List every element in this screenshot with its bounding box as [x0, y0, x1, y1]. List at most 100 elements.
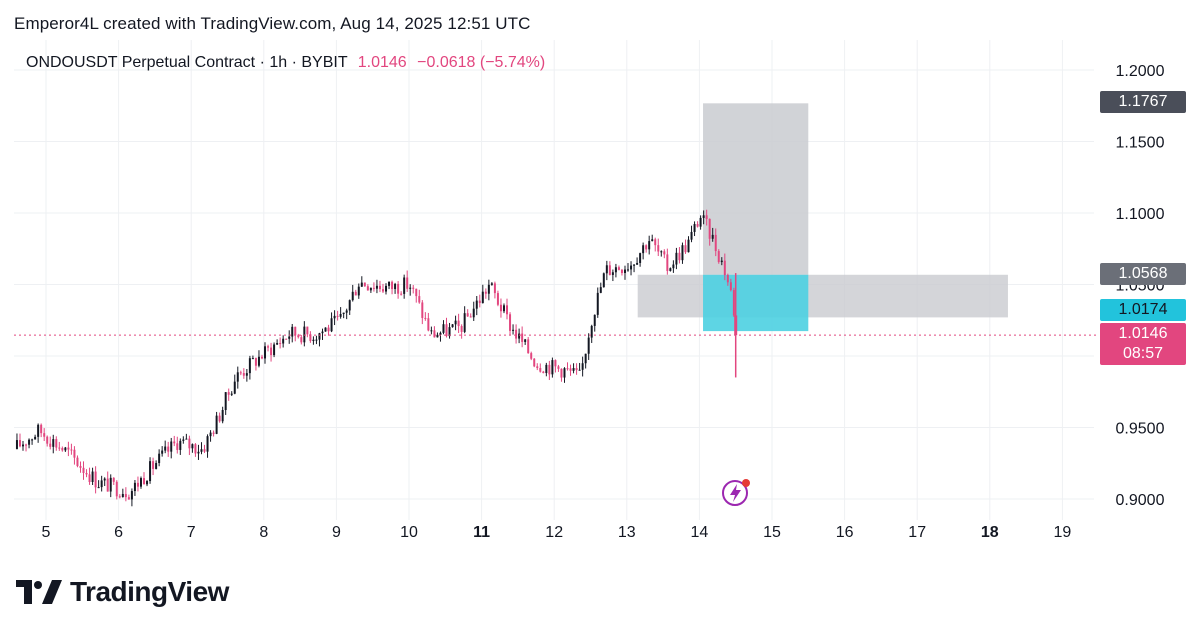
candle-body [617, 267, 620, 270]
candle-body [496, 293, 499, 305]
candle-body [52, 439, 55, 447]
candle-body [173, 441, 176, 444]
candle-body [442, 324, 445, 333]
candle-body [112, 477, 115, 482]
candle-body [681, 245, 684, 261]
candle-body [300, 337, 303, 343]
candle-body [40, 424, 43, 434]
candle-body [551, 360, 554, 375]
x-tick-label: 17 [908, 524, 926, 541]
candle-body [581, 363, 584, 370]
zone-layer [637, 103, 1008, 332]
chart-legend: ONDOUSDT Perpetual Contract · 1h · BYBIT… [26, 54, 545, 72]
candle-body [502, 305, 505, 312]
candle-body [463, 313, 466, 332]
candle-body [439, 332, 442, 335]
candle-body [49, 443, 52, 447]
candle-body [590, 325, 593, 338]
candle-body [614, 267, 617, 273]
candle-body [282, 338, 285, 344]
candle-body [149, 461, 152, 482]
lightning-alert-icon[interactable] [722, 479, 750, 506]
candle-body [648, 241, 651, 250]
candle-body [25, 444, 28, 446]
candle-body [139, 478, 142, 487]
last-price-badge: 1.0146 08:57 [1100, 323, 1186, 365]
candle-body [524, 339, 527, 342]
zone-stop-zone [703, 274, 809, 332]
candle-body [360, 282, 363, 287]
candle-body [18, 440, 21, 447]
candle-body [115, 481, 118, 497]
candle-body [294, 326, 297, 336]
x-tick-label: 12 [545, 524, 563, 541]
candle-body [330, 318, 333, 332]
candle-body [457, 320, 460, 327]
candle-body [566, 368, 569, 370]
zone-target-zone [703, 103, 809, 275]
x-tick-label: 10 [400, 524, 418, 541]
candle-body [212, 432, 215, 434]
candle-body [527, 339, 530, 354]
candle-body [678, 252, 681, 261]
candle-body [185, 438, 188, 440]
candle-body [702, 215, 705, 218]
candle-body [412, 287, 415, 289]
candle-body [378, 285, 381, 290]
candle-body [436, 334, 439, 338]
candle-body [705, 215, 708, 219]
y-tick-label: 1.1500 [1116, 135, 1165, 152]
candle-body [499, 304, 502, 312]
candle-body [167, 446, 170, 452]
tradingview-logo-icon [16, 580, 62, 604]
candle-body [575, 368, 578, 371]
candle-body [351, 291, 354, 301]
candle-body [248, 358, 251, 374]
candle-body [557, 366, 560, 369]
candle-body [687, 239, 690, 253]
candle-body [627, 269, 630, 271]
candle-body [630, 265, 633, 270]
candle-body [666, 254, 669, 271]
candle-body [200, 449, 203, 452]
candle-body [270, 347, 273, 356]
candle-body [596, 292, 599, 315]
candle-body [427, 318, 430, 331]
x-tick-label: 7 [187, 524, 196, 541]
candle-body [170, 441, 173, 452]
candle-body [578, 369, 581, 371]
bar-countdown: 08:57 [1122, 345, 1164, 362]
candle-body [345, 310, 348, 313]
candle-body [143, 478, 146, 485]
candle-body [79, 466, 82, 468]
candle-body [548, 364, 551, 375]
candle-body [623, 269, 626, 274]
candle-body [15, 440, 18, 449]
candle-body [372, 287, 375, 289]
candle-body [297, 335, 300, 338]
candle-body [490, 283, 493, 285]
candle-body [708, 218, 711, 239]
candle-body [354, 291, 357, 296]
candle-body [124, 493, 127, 498]
last-price-label: 1.0146 [1118, 325, 1168, 342]
candle-body [560, 368, 563, 378]
x-tick-label: 5 [42, 524, 51, 541]
candle-body [460, 326, 463, 332]
candle-body [73, 449, 76, 458]
candle-body [636, 262, 639, 265]
candle-body [146, 481, 149, 485]
candle-body [400, 293, 403, 295]
candle-body [451, 324, 454, 328]
tradingview-logo[interactable]: TradingView [16, 576, 229, 608]
candle-body [176, 443, 179, 450]
candle-body [720, 260, 723, 263]
axis-layer: 1.20001.15001.10001.05001.00000.95000.90… [42, 63, 1165, 541]
candle-body [233, 381, 236, 394]
candle-body [218, 415, 221, 422]
candle-body [155, 463, 158, 469]
candle-body [454, 320, 457, 325]
candle-body [418, 296, 421, 303]
candle-body [315, 339, 318, 341]
